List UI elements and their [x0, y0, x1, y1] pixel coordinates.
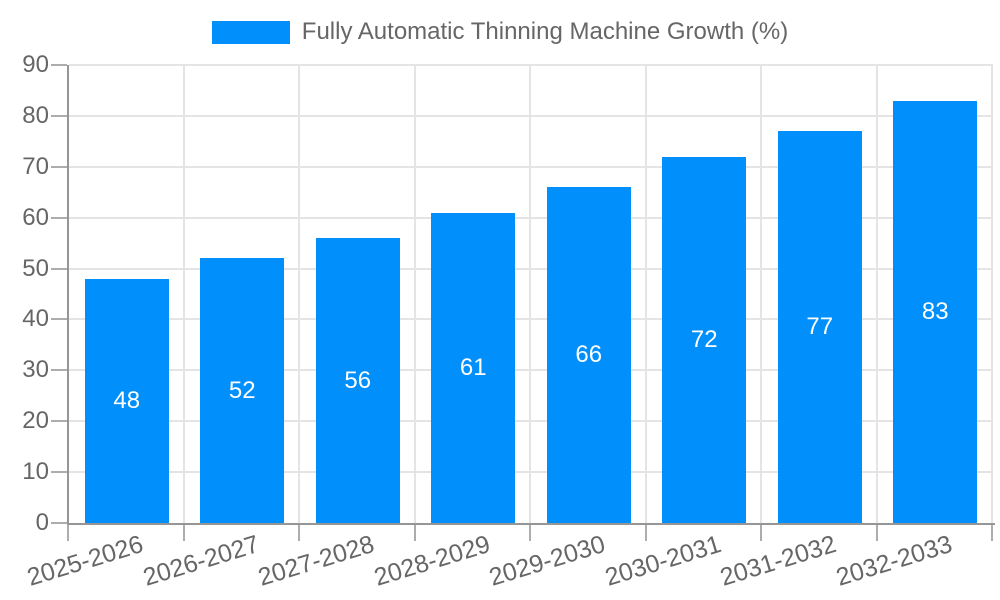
y-axis-tick-label: 0: [35, 509, 49, 536]
x-axis-line: [67, 523, 995, 525]
legend-label: Fully Automatic Thinning Machine Growth …: [301, 18, 789, 45]
bar-value-label: 72: [690, 325, 718, 353]
y-axis-tick-label: 70: [22, 152, 49, 180]
y-axis-tick: [51, 165, 67, 168]
gridline-vertical: [182, 65, 185, 523]
gridline-vertical: [760, 65, 762, 523]
gridline-horizontal: [69, 64, 993, 66]
bar[interactable]: 48: [84, 278, 169, 523]
gridline-vertical: [298, 65, 300, 523]
gridline-horizontal: [69, 318, 993, 321]
x-axis-tick: [529, 525, 531, 541]
x-axis-category-label: 2028-2029: [370, 530, 494, 592]
x-axis-category-label: 2026-2027: [139, 530, 263, 592]
gridline-horizontal: [69, 165, 993, 168]
bar[interactable]: 56: [315, 238, 400, 523]
x-axis-category-label: 2030-2031: [601, 530, 725, 592]
y-axis-tick-label: 50: [22, 254, 49, 282]
gridline-vertical: [413, 65, 416, 523]
y-axis-tick-label: 60: [22, 203, 49, 231]
y-axis-tick: [51, 522, 67, 524]
y-axis-tick: [51, 471, 67, 474]
gridline-vertical: [991, 65, 993, 523]
x-axis-tick: [760, 525, 762, 541]
y-axis-tick-label: 40: [22, 305, 49, 333]
legend: Fully Automatic Thinning Machine Growth …: [0, 18, 1000, 46]
x-axis-tick: [67, 525, 69, 541]
x-axis-tick: [413, 525, 416, 541]
bar-value-label: 77: [806, 313, 834, 341]
gridline-vertical: [875, 65, 878, 523]
bar-value-label: 56: [344, 366, 372, 394]
y-axis-tick: [51, 64, 67, 66]
bar-value-label: 83: [921, 297, 949, 325]
bar[interactable]: 77: [777, 131, 862, 523]
x-axis-tick: [644, 525, 647, 541]
y-axis-tick-label: 20: [22, 407, 49, 435]
legend-swatch-icon: [211, 20, 290, 44]
y-axis-tick: [51, 216, 67, 219]
gridline-vertical: [529, 65, 531, 523]
bar-value-label: 66: [575, 341, 603, 369]
x-axis-category-label: 2031-2032: [717, 530, 840, 592]
gridline-horizontal: [69, 471, 993, 474]
gridline-horizontal: [69, 216, 993, 219]
y-axis-tick: [51, 267, 67, 270]
gridline-horizontal: [69, 114, 993, 117]
x-axis-tick: [991, 525, 993, 541]
x-axis-tick: [298, 525, 300, 541]
y-axis-tick: [51, 318, 67, 321]
gridline-horizontal: [69, 420, 993, 423]
bar[interactable]: 52: [200, 258, 285, 523]
bar[interactable]: 72: [662, 156, 747, 523]
x-axis-tick: [182, 525, 185, 541]
gridline-vertical: [644, 65, 647, 523]
bar-value-label: 48: [113, 386, 141, 414]
x-axis-tick: [875, 525, 878, 541]
x-axis-category-label: 2025-2026: [24, 530, 147, 592]
plot-area: 0 10 20 30 40 50 60 70 80 90 48 52 56 61 66 72 77 83 2025-…: [22, 51, 995, 592]
x-axis-category-label: 2029-2030: [486, 530, 609, 592]
y-axis-tick: [51, 369, 67, 372]
x-axis-category-label: 2027-2028: [255, 530, 378, 592]
y-axis-tick-label: 90: [22, 51, 49, 78]
bar[interactable]: 83: [893, 100, 978, 523]
y-axis-tick-label: 10: [22, 458, 49, 486]
y-axis-line: [67, 65, 69, 525]
y-axis-tick: [51, 114, 67, 117]
legend-item[interactable]: Fully Automatic Thinning Machine Growth …: [211, 18, 789, 46]
y-axis-tick: [51, 420, 67, 423]
bar[interactable]: 61: [431, 212, 516, 523]
y-axis-tick-label: 80: [22, 101, 49, 129]
bar-value-label: 52: [228, 376, 256, 404]
bar-value-label: 61: [459, 353, 487, 381]
x-axis-category-label: 2032-2033: [832, 530, 956, 592]
gridline-horizontal: [69, 267, 993, 270]
y-axis-tick-label: 30: [22, 356, 49, 384]
gridline-horizontal: [69, 369, 993, 372]
bar[interactable]: 66: [546, 187, 631, 523]
